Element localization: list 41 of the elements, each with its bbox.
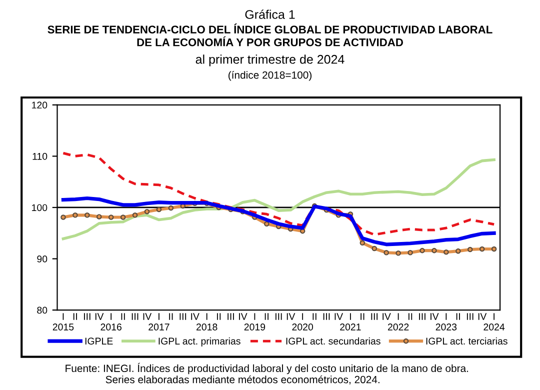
legend-label: IGPLE xyxy=(85,338,113,345)
x-tick-label: IV xyxy=(334,313,344,320)
x-tick-label: II xyxy=(121,313,125,320)
y-tick-label: 120 xyxy=(32,102,48,109)
legend-label: IGPL act. secundarias xyxy=(286,337,380,345)
x-tick-label: II xyxy=(456,313,460,320)
x-tick-label: III xyxy=(84,313,90,320)
y-tick-label: 100 xyxy=(32,204,48,212)
x-tick-label: III xyxy=(466,313,474,320)
x-tick-label: IV xyxy=(286,313,296,320)
x-tick-label: IV xyxy=(191,313,200,320)
x-tick-label: II xyxy=(360,313,364,320)
x-tick-label: II xyxy=(264,313,268,320)
chart-title: SERIE DE TENDENCIA-CICLO DEL ÍNDICE GLOBAL DE PRODUCTIVIDAD LABORAL DE LA ECONOMÍA Y POR GRUPOS DE ACTIVIDAD xyxy=(48,24,492,46)
x-tick-label: III xyxy=(419,313,426,320)
x-tick-label: IV xyxy=(430,313,439,320)
x-tick-label: IV xyxy=(478,313,487,320)
x-tick-label: III xyxy=(180,313,186,320)
x-tick-label: III xyxy=(228,313,234,320)
x-tick-label: III xyxy=(323,313,330,320)
line-series xyxy=(61,196,496,246)
legend-label: IGPL act. primarias xyxy=(158,337,240,346)
x-tick-label: II xyxy=(408,313,412,320)
x-tick-label: II xyxy=(217,313,221,320)
x-tick-label: II xyxy=(73,313,77,320)
legend-label: IGPL act. terciarias xyxy=(426,337,508,345)
source-note: Fuente: INEGI. Índices de productividad laboral y del costo unitario de la mano de obra. Series elaboradas mediante métodos econométricos, 2024. xyxy=(66,362,468,384)
x-tick-label: IV xyxy=(95,313,104,320)
text: Gráfica 1 xyxy=(245,10,295,19)
y-tick-label: 80 xyxy=(37,306,48,314)
x-tick-label: IV xyxy=(239,313,248,320)
y-tick-label: 90 xyxy=(37,256,48,262)
x-tick-label: III xyxy=(371,313,378,320)
x-tick-label: IV xyxy=(382,313,391,320)
y-tick-label: 110 xyxy=(32,152,48,160)
x-tick-label: II xyxy=(169,313,173,320)
chart-subtitle: al primer trimestre de 2024 (índice 2018=100) xyxy=(196,54,344,81)
x-tick-label: III xyxy=(275,313,282,320)
x-tick-label: II xyxy=(312,313,316,320)
x-tick-label: IV xyxy=(143,313,152,320)
x-tick-label: III xyxy=(132,313,138,320)
